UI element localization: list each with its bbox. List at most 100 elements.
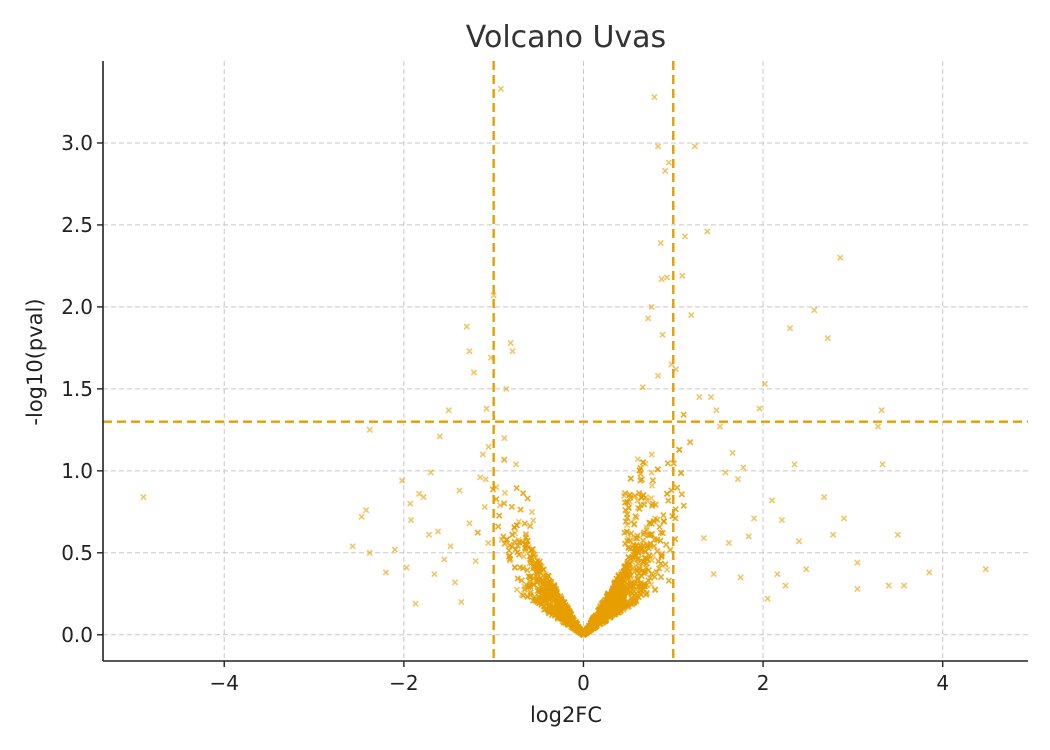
data-point bbox=[526, 522, 534, 530]
data-point bbox=[519, 564, 527, 572]
data-point bbox=[659, 529, 666, 537]
data-point bbox=[597, 608, 604, 615]
data-point bbox=[466, 520, 473, 527]
data-point bbox=[634, 575, 642, 582]
data-point bbox=[672, 506, 679, 513]
data-point bbox=[637, 581, 644, 588]
data-point bbox=[639, 537, 647, 544]
data-point bbox=[534, 578, 541, 586]
data-point bbox=[648, 451, 655, 458]
data-point bbox=[795, 538, 803, 545]
data-point bbox=[518, 577, 525, 584]
data-point bbox=[506, 542, 513, 549]
data-point bbox=[671, 535, 679, 543]
data-point bbox=[659, 331, 666, 338]
data-point bbox=[654, 516, 661, 523]
data-point bbox=[651, 93, 658, 101]
data-point bbox=[403, 564, 410, 571]
data-point bbox=[482, 476, 489, 483]
data-point bbox=[520, 490, 527, 497]
data-point bbox=[631, 597, 638, 605]
data-point bbox=[366, 426, 373, 434]
data-point bbox=[503, 385, 510, 393]
data-point bbox=[655, 565, 663, 572]
data-point bbox=[530, 517, 537, 524]
data-point bbox=[653, 536, 661, 543]
data-point bbox=[520, 553, 527, 560]
data-point bbox=[665, 497, 672, 504]
data-point bbox=[662, 167, 669, 175]
data-point bbox=[740, 464, 747, 471]
data-point bbox=[651, 586, 659, 593]
data-point bbox=[528, 546, 535, 554]
data-point bbox=[415, 490, 423, 497]
data-point bbox=[652, 501, 659, 508]
data-point bbox=[525, 584, 532, 591]
data-point bbox=[544, 592, 552, 599]
data-point bbox=[557, 610, 564, 617]
data-point bbox=[550, 589, 557, 597]
data-point bbox=[618, 572, 626, 580]
data-point bbox=[774, 570, 781, 578]
data-point bbox=[672, 366, 680, 373]
data-point bbox=[514, 542, 522, 549]
y-tick-label: 1.0 bbox=[61, 459, 93, 483]
data-point bbox=[536, 586, 543, 593]
data-point bbox=[564, 616, 571, 623]
data-point bbox=[627, 475, 634, 482]
data-point bbox=[640, 558, 647, 565]
data-point bbox=[500, 500, 508, 507]
data-point bbox=[527, 591, 534, 599]
data-point bbox=[524, 566, 531, 574]
data-point bbox=[716, 423, 724, 430]
data-point bbox=[517, 506, 524, 513]
data-point bbox=[569, 615, 576, 622]
data-point bbox=[894, 531, 901, 538]
y-tick-label: 3.0 bbox=[61, 131, 93, 155]
data-point bbox=[704, 228, 711, 235]
y-axis-label: -log10(pval) bbox=[23, 298, 47, 425]
data-point bbox=[485, 443, 492, 451]
y-tick-label: 2.0 bbox=[61, 295, 93, 319]
threshold-lines bbox=[103, 61, 1028, 661]
data-point bbox=[637, 477, 644, 484]
data-point bbox=[663, 566, 671, 573]
data-point bbox=[545, 573, 552, 580]
data-point bbox=[729, 449, 736, 456]
data-point bbox=[625, 504, 632, 511]
data-point bbox=[483, 405, 490, 412]
data-point bbox=[451, 579, 459, 586]
data-point bbox=[982, 566, 989, 573]
data-point bbox=[506, 555, 514, 563]
data-point bbox=[655, 558, 662, 565]
data-point bbox=[497, 85, 505, 93]
data-point bbox=[654, 547, 661, 555]
data-point bbox=[481, 503, 488, 511]
data-point bbox=[640, 568, 648, 575]
data-point bbox=[680, 411, 687, 418]
data-point bbox=[840, 515, 848, 522]
data-point bbox=[627, 582, 635, 590]
data-point bbox=[508, 503, 516, 510]
data-point bbox=[710, 570, 717, 578]
data-point bbox=[635, 570, 643, 577]
data-point bbox=[926, 569, 933, 576]
data-point bbox=[654, 466, 661, 473]
data-point bbox=[436, 433, 443, 440]
data-point bbox=[648, 303, 655, 311]
data-point bbox=[677, 469, 685, 477]
data-point bbox=[606, 613, 614, 620]
data-point bbox=[636, 467, 643, 474]
data-point bbox=[626, 560, 634, 567]
data-point bbox=[664, 460, 672, 467]
data-point bbox=[398, 477, 406, 484]
data-point bbox=[658, 553, 665, 560]
data-point bbox=[553, 601, 561, 608]
data-point bbox=[611, 611, 618, 618]
data-point bbox=[674, 484, 681, 491]
data-point bbox=[598, 617, 605, 624]
data-point bbox=[639, 384, 646, 391]
data-point bbox=[463, 323, 470, 330]
data-point bbox=[514, 575, 521, 582]
data-point bbox=[900, 582, 908, 589]
